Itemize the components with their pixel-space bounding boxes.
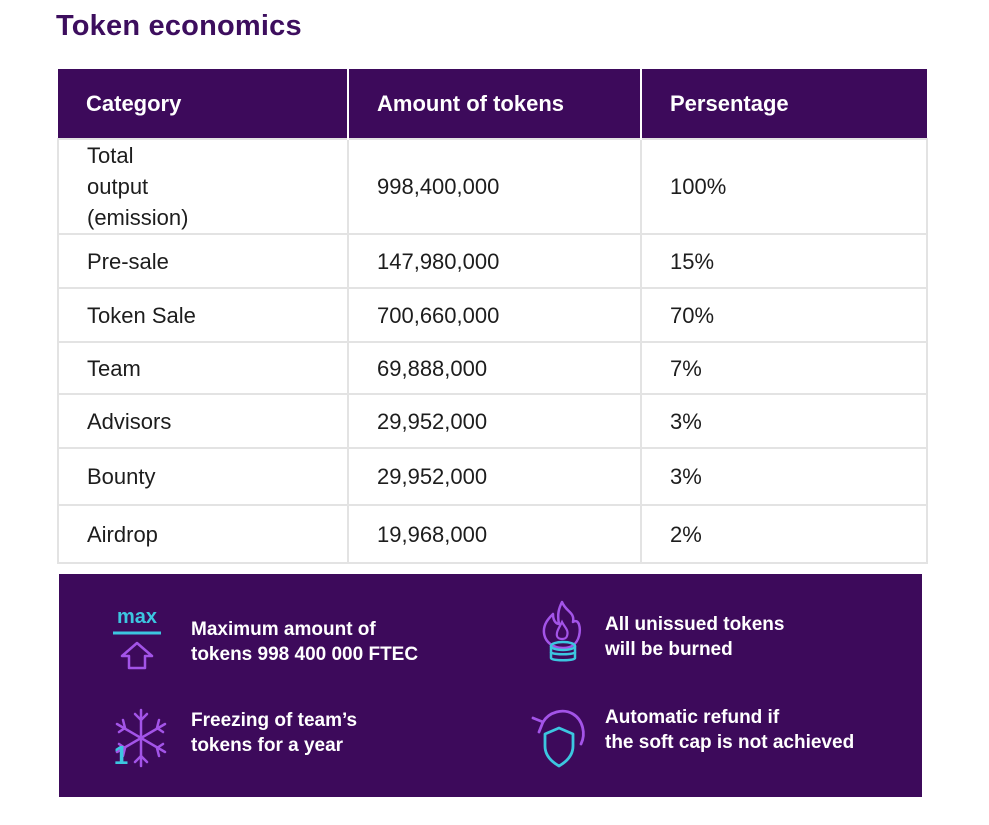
feature-burn-line2: will be burned [605,639,733,660]
page-title: Token economics [56,10,302,42]
amount-cell: 147,980,000 [347,233,642,289]
snowflake-icon: 1 [114,708,167,770]
max-arrow-icon: max [113,606,161,670]
category-cell: Token Sale [57,287,349,343]
percentage-cell: 70% [640,287,928,343]
feature-max-line2: tokens 998 400 000 FTEC [191,644,419,665]
amount-cell: 998,400,000 [347,138,642,235]
column-header-amount: Amount of tokens [347,69,641,139]
freeze-year-label: 1 [114,740,128,770]
feature-refund-line1: Automatic refund if [605,707,780,728]
refund-shield-icon [531,709,585,768]
percentage-cell: 100% [640,138,928,235]
amount-cell: 29,952,000 [347,447,642,506]
feature-freeze-line1: Freezing of team’s [191,710,358,731]
percentage-cell: 3% [640,447,928,506]
table-row: Pre-sale 147,980,000 15% [57,233,928,289]
token-features-panel: max Maximum amount of tokens 998 400 000… [59,574,922,797]
table-row: Airdrop 19,968,000 2% [57,504,928,564]
category-cell: Bounty [57,447,349,506]
percentage-cell: 3% [640,393,928,449]
feature-max-line1: Maximum amount of [191,619,376,640]
column-header-category: Category [58,69,348,139]
amount-cell: 700,660,000 [347,287,642,343]
max-label: max [117,606,157,628]
category-cell: Team [57,341,349,395]
burning-coins-icon [542,600,581,662]
feature-freeze-line2: tokens for a year [191,735,344,756]
feature-refund-line2: the soft cap is not achieved [605,732,855,753]
feature-burn-line1: All unissued tokens [605,614,785,635]
column-header-percentage: Persentage [640,69,927,139]
amount-cell: 29,952,000 [347,393,642,449]
token-economics-table: Category Amount of tokens Persentage Tot… [57,69,928,564]
amount-cell: 19,968,000 [347,504,642,564]
percentage-cell: 2% [640,504,928,564]
category-cell: Pre-sale [57,233,349,289]
table-row: Bounty 29,952,000 3% [57,447,928,506]
table-row: Total output (emission) 998,400,000 100% [57,138,928,235]
category-cell: Total output (emission) [57,138,349,235]
category-cell: Airdrop [57,504,349,564]
percentage-cell: 7% [640,341,928,395]
amount-cell: 69,888,000 [347,341,642,395]
table-row: Team 69,888,000 7% [57,341,928,395]
table-header-row: Category Amount of tokens Persentage [58,69,927,139]
category-cell: Advisors [57,393,349,449]
table-row: Advisors 29,952,000 3% [57,393,928,449]
percentage-cell: 15% [640,233,928,289]
table-row: Token Sale 700,660,000 70% [57,287,928,343]
